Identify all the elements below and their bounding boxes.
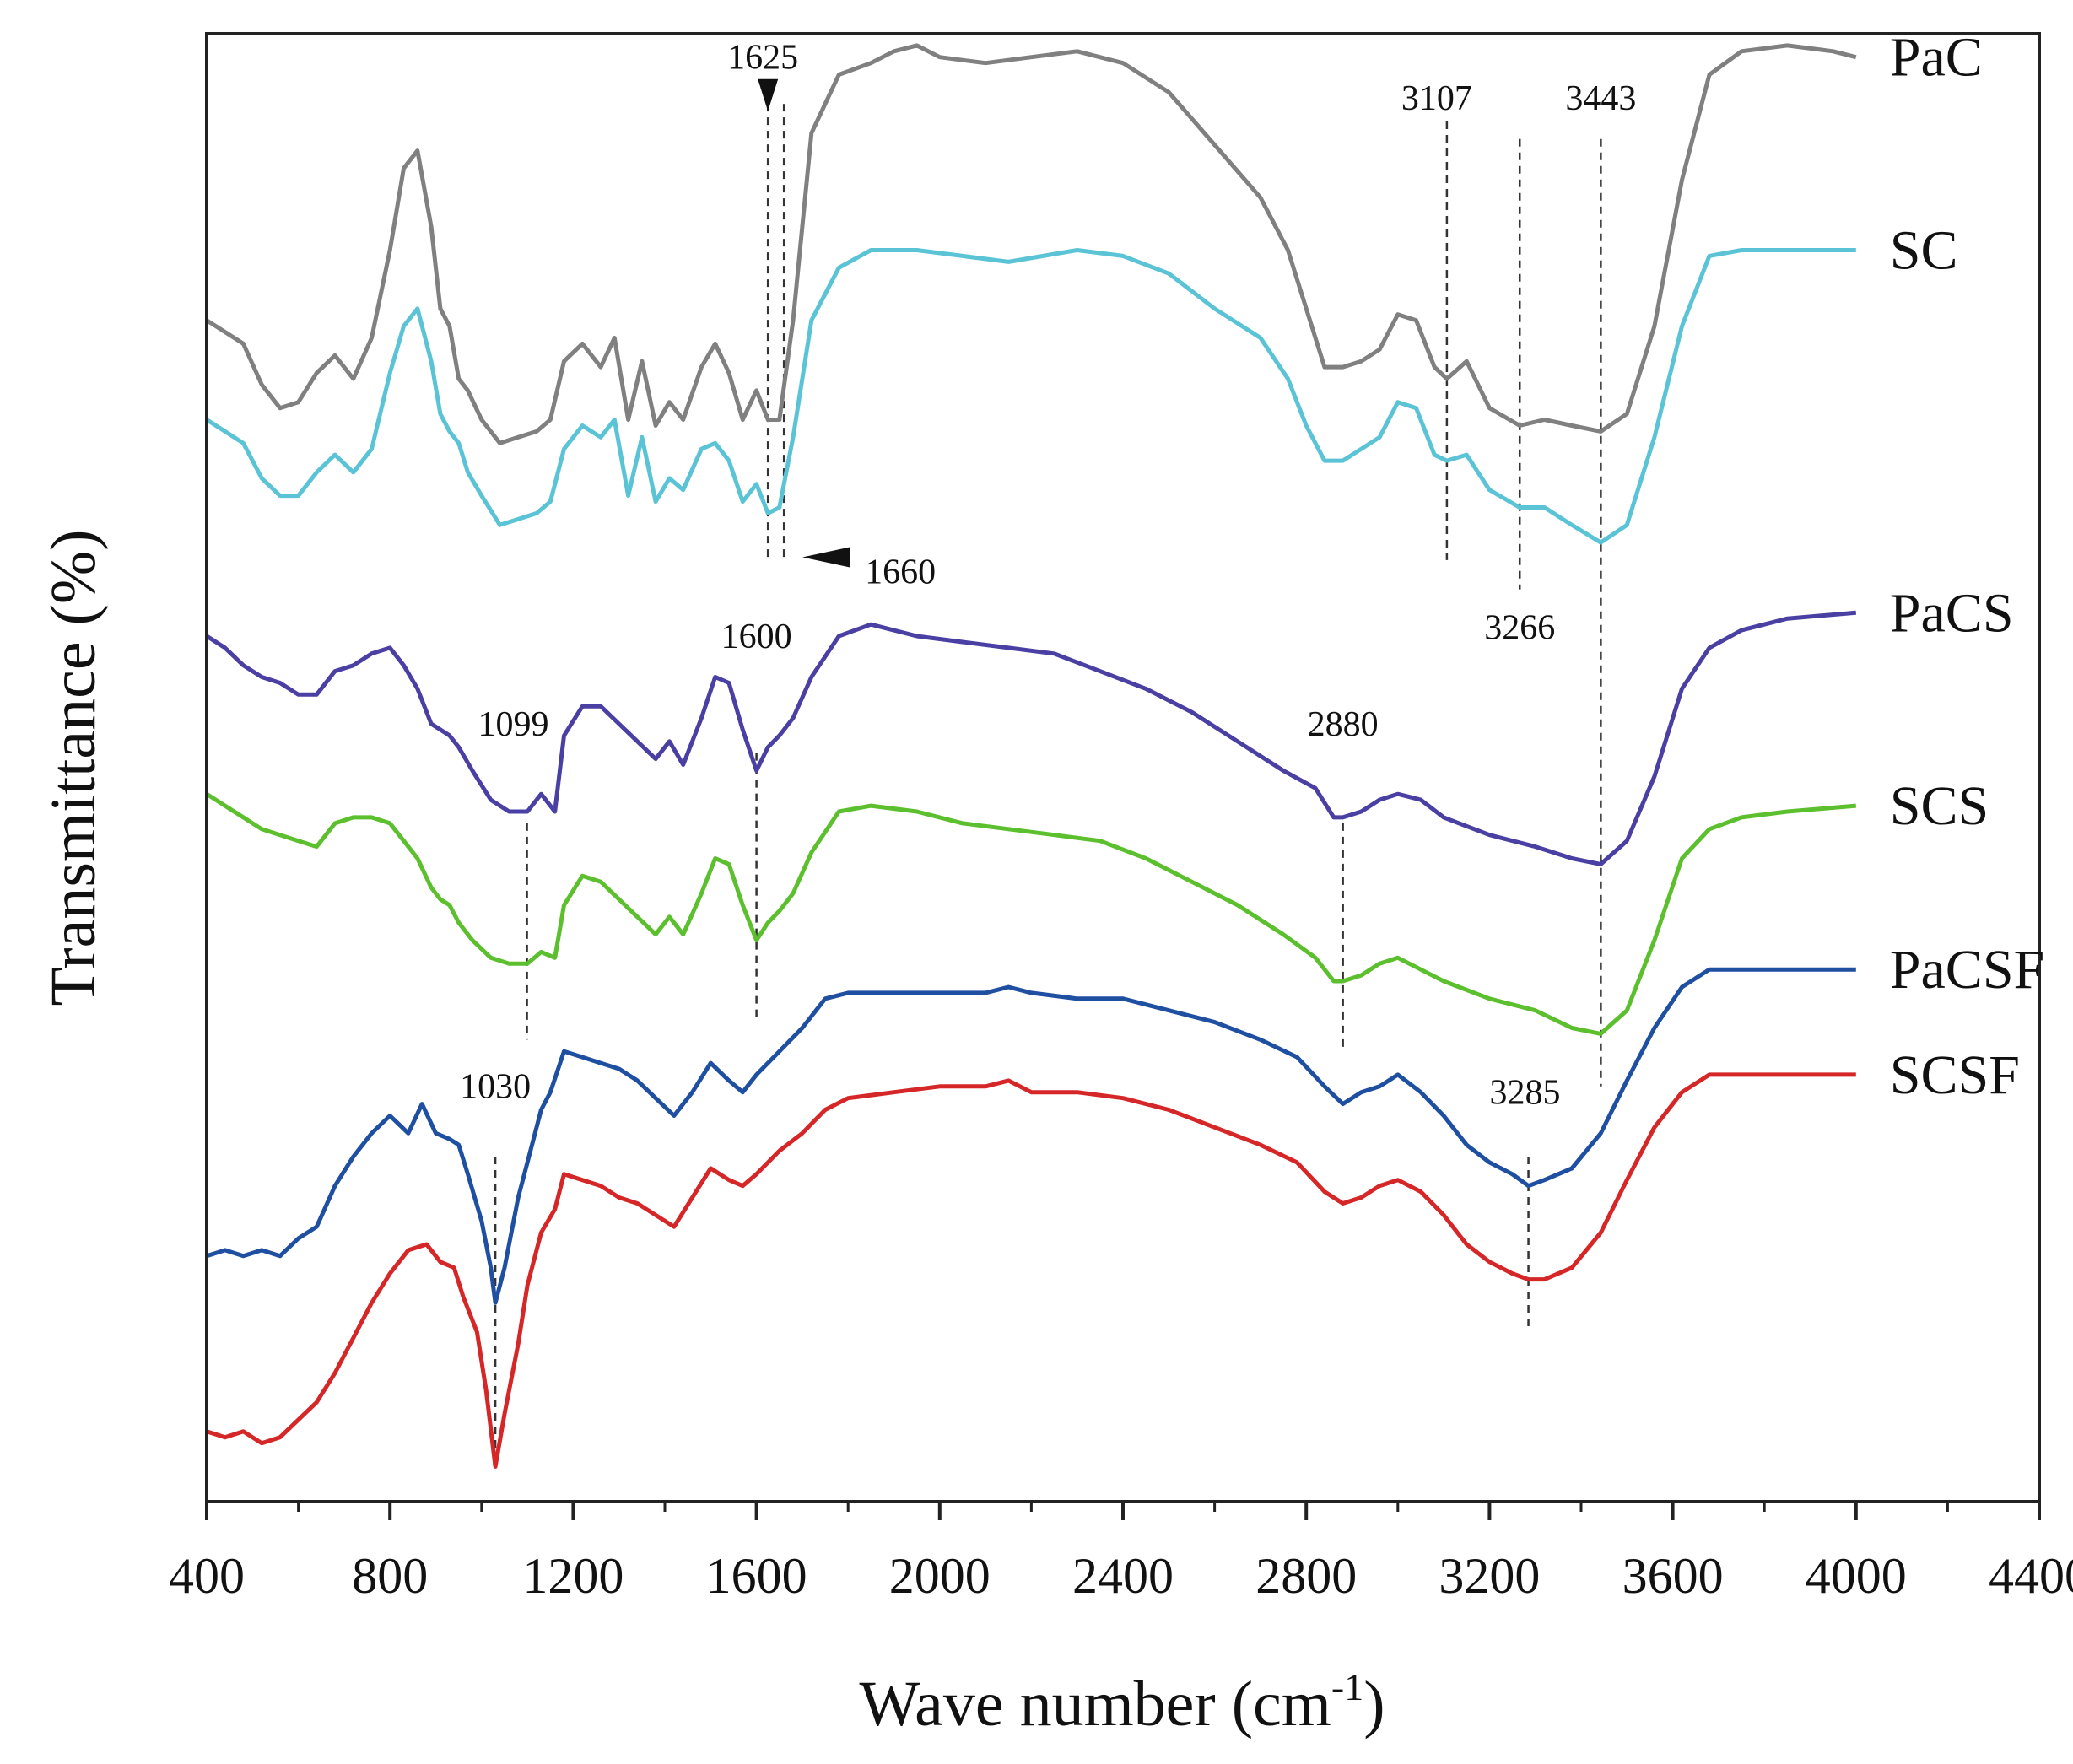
x-axis-title: Wave number (cm-1) [859, 1665, 1385, 1740]
annotation-label-1099: 1099 [478, 705, 549, 744]
x-tick-label-4000: 4000 [1806, 1548, 1907, 1604]
annotation-label-3285: 3285 [1490, 1074, 1561, 1113]
annotation-label-3443: 3443 [1565, 79, 1636, 118]
x-tick-label-800: 800 [352, 1548, 428, 1604]
x-tick-label-3600: 3600 [1622, 1548, 1724, 1604]
x-tick-label-2400: 2400 [1072, 1548, 1174, 1604]
annotation-label-2880: 2880 [1308, 705, 1379, 744]
arrow-down-icon [758, 78, 779, 111]
x-tick-label-400: 400 [169, 1548, 245, 1604]
series-label-scsf: SCSF [1890, 1044, 2020, 1106]
series-label-pac: PaC [1890, 27, 1983, 89]
series-line-scsf [206, 1072, 1856, 1469]
annotation-label-1600: 1600 [721, 618, 792, 656]
series-label-sc: SC [1890, 219, 1958, 281]
reference-lines [494, 104, 1602, 1467]
series-label-pacsf: PaCSF [1890, 939, 2044, 1001]
annotation-label-1030: 1030 [460, 1068, 531, 1107]
annotation-label-3107: 3107 [1401, 79, 1472, 118]
x-tick-label-1200: 1200 [522, 1548, 624, 1604]
x-tick-label-2800: 2800 [1255, 1548, 1357, 1604]
series-labels: PaC SC PaCS SCS PaCSF SCSF [1890, 27, 2044, 1106]
arrow-left-icon [802, 547, 850, 568]
series-line-pac [205, 43, 1857, 445]
x-tick-label-1600: 1600 [706, 1548, 807, 1604]
series-label-pacs: PaCS [1890, 582, 2014, 644]
annotation-label-1660: 1660 [865, 553, 936, 592]
annotation-markers: 1625 1660 3107 3443 3266 1099 1600 2880 1030 3285 [460, 39, 1636, 1113]
series-line-sc [205, 248, 1856, 545]
series-line-pacs [205, 610, 1857, 866]
x-axis-ticks: 400 800 1200 1600 2000 2400 2800 3200 3600 4000 44… [169, 1502, 2073, 1604]
annotation-label-3266: 3266 [1484, 608, 1555, 647]
spectra-curves [205, 43, 1857, 1469]
annotation-label-1625: 1625 [727, 39, 798, 78]
series-line-scs [205, 792, 1857, 1036]
x-tick-label-3200: 3200 [1439, 1548, 1540, 1604]
y-axis-title: Transmittance (%) [38, 530, 109, 1006]
x-tick-label-2000: 2000 [889, 1548, 991, 1604]
series-line-pacsf [206, 967, 1856, 1305]
x-tick-label-4400: 4400 [1989, 1548, 2073, 1604]
series-label-scs: SCS [1890, 775, 1989, 837]
